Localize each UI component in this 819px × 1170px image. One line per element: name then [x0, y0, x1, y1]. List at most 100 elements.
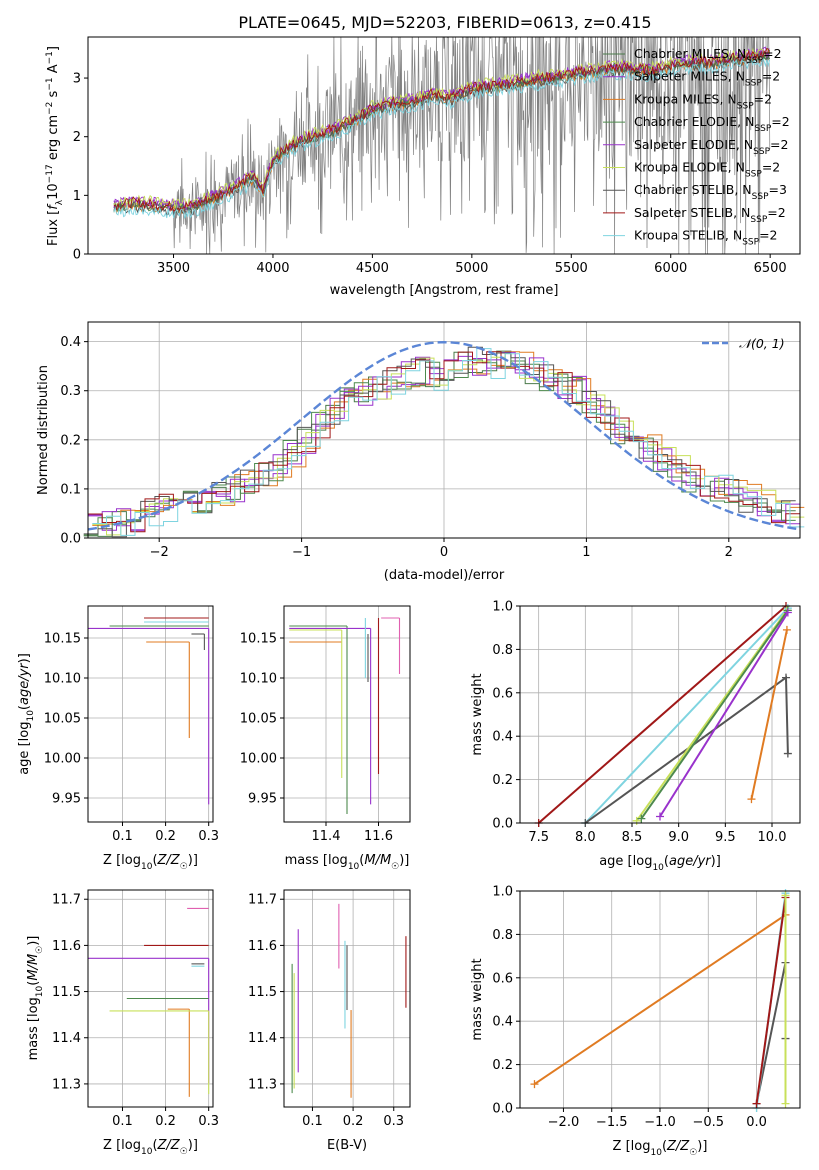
x-tick-label: 1 [582, 545, 590, 560]
legend-label: 𝒩(0, 1) [739, 336, 785, 351]
y-tick-label: 0.8 [492, 643, 513, 658]
y-tick-label: 1.0 [492, 600, 513, 615]
x-tick-label: 0.1 [112, 1114, 133, 1129]
mass-weight-line [755, 897, 787, 1104]
axes-frame [87, 321, 801, 539]
axes-frame [87, 605, 214, 823]
x-tick-label: −1.5 [596, 1115, 628, 1130]
y-tick-label: 11.4 [248, 1031, 277, 1046]
age-vs-mass-panel: 11.4 11.6 9.95 10.00 10.05 10.10 10.15 mass [lo… [240, 605, 411, 872]
y-tick-label: 11.3 [52, 1077, 81, 1092]
axes-frame [87, 889, 214, 1108]
x-tick-label: −1 [292, 545, 311, 560]
y-tick-label: 10.00 [240, 752, 277, 767]
y-tick-label: 0.1 [60, 482, 81, 497]
x-tick-label: 8.0 [575, 830, 596, 845]
residual-histogram-panel: −2 −1 0 1 2 0.0 0.1 0.2 0.3 0.4 𝒩(0, 1) (data-model… [36, 321, 805, 583]
axes-frame [283, 889, 411, 1108]
y-tick-label: 10.15 [240, 632, 277, 647]
legend-label: Chabrier ELODIE, NSSP=2 [634, 114, 790, 134]
mass-weight-marker [782, 673, 790, 682]
x-tick-label: 0.0 [746, 1115, 767, 1130]
y-tick-label: 0.6 [492, 971, 513, 986]
mass-weight-marker [530, 1080, 539, 1089]
y-tick-label: 11.7 [248, 893, 277, 908]
mass-weight-marker [637, 814, 646, 823]
x-axis-label: Z [log10(Z/Z☉)] [103, 1138, 198, 1157]
y-tick-label: 11.6 [248, 939, 277, 954]
mass-weight-line [584, 607, 789, 824]
y-axis-label: Flux [fλ10−17 erg cm−2 s−1 A−1] [45, 46, 65, 246]
y-tick-label: 11.5 [52, 985, 81, 1000]
x-tick-label: 0.2 [155, 829, 176, 844]
x-tick-label: 0.3 [383, 1114, 404, 1129]
mass-weight-line [640, 609, 789, 820]
mass-weight-marker [781, 891, 790, 900]
x-tick-label: 0.1 [112, 829, 133, 844]
y-tick-label: 1 [73, 189, 81, 204]
y-tick-label: 1.0 [492, 885, 513, 900]
mass-weight-marker [782, 625, 791, 634]
mass-weight-vs-age-panel: 7.5 8.0 8.5 9.0 9.5 10.0 0.0 0.2 0.4 0.6 0.8 1.0 age… [470, 600, 801, 873]
y-tick-label: 11.3 [248, 1077, 277, 1092]
x-axis-label: age [log10(age/yr)] [599, 854, 721, 873]
mass-weight-line [750, 629, 788, 800]
y-tick-label: 0.8 [492, 928, 513, 943]
x-axis-label: (data-model)/error [384, 568, 505, 583]
y-axis-label: Normed distribution [36, 365, 51, 495]
y-tick-label: 3 [73, 72, 81, 87]
mass-weight-marker [783, 749, 792, 758]
x-tick-label: 8.5 [622, 830, 643, 845]
y-tick-label: 10.05 [240, 712, 277, 727]
y-tick-label: 9.95 [248, 792, 277, 807]
x-tick-label: 5000 [455, 261, 488, 276]
y-tick-label: 10.05 [44, 712, 81, 727]
mass-weight-marker [783, 608, 792, 617]
y-axis-label: mass weight [470, 673, 485, 755]
y-tick-label: 11.6 [52, 939, 81, 954]
y-tick-label: 10.00 [44, 752, 81, 767]
mass-weight-marker [747, 795, 756, 804]
model-spectrum-line [113, 56, 771, 219]
x-tick-label: 4500 [356, 261, 389, 276]
axes-frame [519, 605, 801, 824]
x-tick-label: 0.2 [343, 1114, 364, 1129]
mass-weight-line [538, 605, 787, 824]
x-tick-label: 11.4 [312, 829, 341, 844]
y-tick-label: 0.0 [492, 817, 513, 832]
x-tick-label: −1.0 [644, 1115, 676, 1130]
x-tick-label: 11.6 [364, 829, 393, 844]
y-tick-label: 9.95 [52, 792, 81, 807]
y-axis-label: mass weight [470, 958, 485, 1040]
x-tick-label: 0 [440, 545, 448, 560]
normal-curve [87, 340, 801, 531]
y-tick-label: 0 [73, 248, 81, 263]
y-tick-label: 10.10 [240, 672, 277, 687]
histogram-step [92, 348, 805, 536]
mass-weight-vs-metallicity-panel: −2.0 −1.5 −1.0 −0.5 0.0 0.0 0.2 0.4 0.6 0.8 1.0 Z [… [470, 885, 801, 1158]
x-tick-label: −2 [150, 545, 169, 560]
y-tick-label: 10.15 [44, 632, 81, 647]
x-tick-label: 9.5 [715, 830, 736, 845]
histogram-step [88, 351, 800, 533]
x-tick-label: 5500 [555, 261, 588, 276]
x-tick-label: 2 [725, 545, 733, 560]
axes-frame [283, 605, 411, 823]
histogram-step [83, 346, 796, 538]
mass-weight-line [533, 914, 787, 1085]
x-axis-label: Z [log10(Z/Z☉)] [613, 1139, 708, 1158]
y-tick-label: 11.5 [248, 985, 277, 1000]
axes-frame [519, 890, 801, 1109]
x-tick-label: 6000 [654, 261, 687, 276]
x-tick-label: 3500 [157, 261, 190, 276]
mass-weight-marker [752, 1099, 761, 1108]
y-tick-label: 11.4 [52, 1031, 81, 1046]
y-tick-label: 11.7 [52, 893, 81, 908]
y-tick-label: 10.10 [44, 672, 81, 687]
y-tick-label: 0.3 [60, 384, 81, 399]
mass-weight-marker [656, 812, 664, 821]
x-axis-label: wavelength [Angstrom, rest frame] [330, 283, 559, 298]
legend-label: Salpeter MILES, NSSP=2 [634, 69, 780, 89]
y-tick-label: 0.0 [60, 532, 81, 547]
y-tick-label: 2 [73, 130, 81, 145]
